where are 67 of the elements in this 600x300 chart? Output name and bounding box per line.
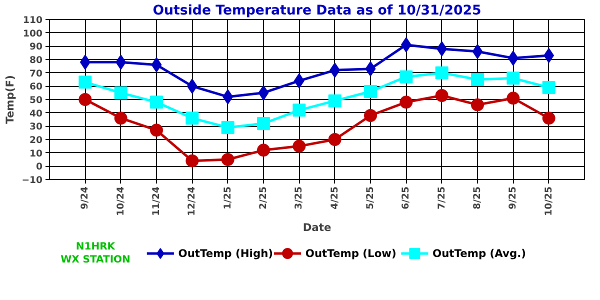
x-tick-label: 10/24 xyxy=(115,186,126,216)
x-tick-label: 4/25 xyxy=(329,186,340,210)
point xyxy=(472,44,483,59)
x-tick-label: 5/25 xyxy=(365,186,376,210)
point xyxy=(78,76,92,89)
point xyxy=(471,98,484,112)
point xyxy=(435,66,448,80)
y-tick-label: 20 xyxy=(30,135,44,146)
legend-label: OutTemp (Low) xyxy=(305,247,396,260)
x-tick-label: 6/25 xyxy=(400,186,412,210)
point xyxy=(328,94,342,108)
y-tick-label: 10 xyxy=(30,148,44,160)
point xyxy=(114,112,128,125)
legend-label: OutTemp (Avg.) xyxy=(432,247,526,260)
x-tick-label: 7/25 xyxy=(436,186,448,210)
point xyxy=(400,96,413,109)
x-tick-label: 11/24 xyxy=(151,186,162,216)
point xyxy=(151,57,162,72)
point xyxy=(435,89,448,102)
x-tick-label: 2/25 xyxy=(258,186,269,210)
point xyxy=(292,140,306,153)
point xyxy=(257,144,270,157)
point xyxy=(506,72,520,85)
x-tick-label: 3/25 xyxy=(294,186,305,210)
point xyxy=(292,104,306,117)
y-tick-label: 0 xyxy=(36,162,44,173)
point xyxy=(257,117,270,130)
point xyxy=(471,73,484,86)
point xyxy=(186,112,199,125)
text: N1HRK WX STATION xyxy=(60,241,130,266)
point xyxy=(364,109,377,122)
point xyxy=(78,93,92,106)
point xyxy=(258,85,269,100)
y-tick-label: 30 xyxy=(30,122,44,133)
y-tick-label: 100 xyxy=(23,28,44,40)
y-tick-label: 90 xyxy=(30,42,44,53)
x-tick-label: 10/25 xyxy=(543,186,554,216)
point xyxy=(328,133,342,146)
y-tick-label: 60 xyxy=(30,82,44,93)
x-tick-label: 12/24 xyxy=(186,186,198,216)
point xyxy=(150,96,163,109)
y-tick-label: −10 xyxy=(22,175,44,186)
x-tick-label: 9/24 xyxy=(80,186,91,210)
point xyxy=(114,86,128,100)
x-tick-label: 8/25 xyxy=(472,186,483,210)
x-tick-label: 1/25 xyxy=(222,186,234,210)
chart-title: Outside Temperature Data as of 10/31/2025 xyxy=(152,4,482,18)
y-tick-label: 70 xyxy=(30,68,44,80)
y-tick-label: 80 xyxy=(30,55,44,66)
y-tick-label: 50 xyxy=(30,95,44,106)
y-tick-label: 110 xyxy=(23,15,44,26)
point xyxy=(400,70,413,84)
point xyxy=(542,112,556,125)
legend-label: OutTemp (High) xyxy=(178,247,274,260)
x-tick-label: 9/25 xyxy=(508,186,519,210)
point xyxy=(365,61,376,76)
point xyxy=(544,48,554,63)
x-axis-title: Date xyxy=(302,220,332,234)
y-tick-label: 40 xyxy=(30,108,44,120)
point xyxy=(506,92,520,105)
point xyxy=(186,154,199,168)
point xyxy=(150,124,163,137)
point xyxy=(221,121,234,134)
point xyxy=(364,85,377,98)
y-axis-title: Temp(F) xyxy=(4,75,17,124)
point xyxy=(221,153,234,166)
point xyxy=(542,81,556,94)
